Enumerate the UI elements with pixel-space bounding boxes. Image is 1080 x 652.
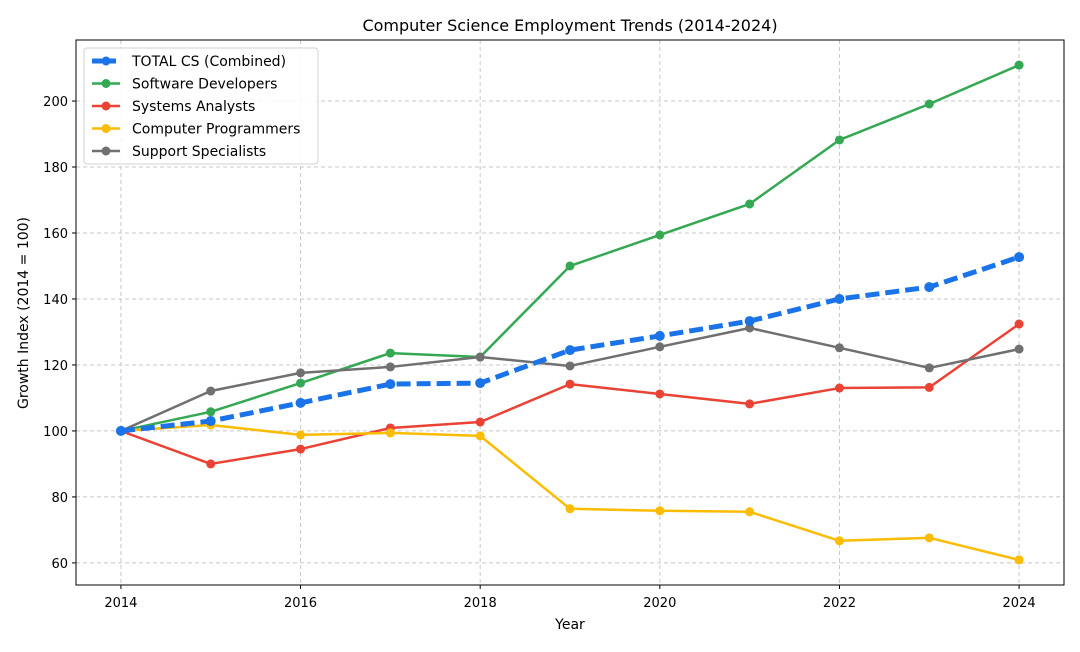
data-point [654, 330, 665, 341]
data-point [475, 431, 485, 441]
legend-marker [101, 146, 111, 156]
data-point [745, 399, 755, 409]
data-point [385, 362, 395, 372]
data-point [655, 342, 665, 352]
data-point [296, 430, 306, 440]
data-point [205, 416, 216, 427]
legend-label: Support Specialists [132, 144, 266, 160]
data-point [475, 352, 485, 362]
data-point [295, 397, 306, 408]
data-point [206, 407, 216, 417]
legend-marker [101, 56, 111, 66]
series-computer-programmers [116, 420, 1024, 565]
data-point [565, 379, 575, 389]
data-point [924, 533, 934, 543]
data-point [296, 444, 306, 454]
legend-item: Systems Analysts [92, 99, 255, 115]
data-point [744, 316, 755, 327]
data-point [385, 348, 395, 358]
data-point [655, 230, 665, 240]
y-tick-label: 180 [43, 161, 68, 176]
legend-marker [101, 124, 111, 133]
plot-frame [75, 39, 1065, 586]
x-tick-label: 2016 [284, 596, 317, 611]
data-point [385, 428, 395, 438]
data-point [565, 361, 575, 371]
data-point [655, 506, 665, 516]
y-axis-label: Growth Index (2014 = 100) [16, 217, 32, 409]
y-tick-label: 80 [51, 491, 68, 506]
data-point [1014, 344, 1024, 354]
data-point [745, 323, 755, 333]
data-point [1014, 60, 1024, 70]
legend-item: Computer Programmers [92, 122, 300, 138]
series-systems-analysts [116, 319, 1024, 469]
x-tick-label: 2018 [464, 596, 497, 611]
x-tick-label: 2022 [823, 596, 856, 611]
y-tick-label: 120 [43, 359, 68, 374]
y-tick-label: 140 [43, 293, 68, 308]
legend-label: Systems Analysts [132, 99, 255, 115]
axis-ticks: 2014 2016 2018 2020 2022 2024 60 80 100 120 140 160… [43, 95, 1035, 611]
legend-label: Computer Programmers [132, 122, 300, 138]
legend: TOTAL CS (Combined) Software Developers Sy… [83, 47, 319, 165]
data-point [475, 378, 486, 389]
series-total-cs-combined- [115, 252, 1025, 436]
series-group [115, 60, 1025, 565]
data-point [1014, 555, 1024, 565]
x-tick-label: 2014 [104, 596, 137, 611]
series-support-specialists [116, 323, 1024, 436]
data-point [834, 135, 844, 145]
legend-item: Support Specialists [92, 144, 266, 160]
x-tick-label: 2024 [1003, 596, 1036, 611]
data-point [206, 386, 216, 396]
legend-label: TOTAL CS (Combined) [131, 54, 286, 70]
data-point [115, 425, 126, 436]
data-point [385, 379, 396, 390]
data-point [924, 382, 934, 392]
data-point [745, 199, 755, 209]
data-point [924, 363, 934, 373]
data-point [565, 504, 575, 514]
data-point [834, 293, 845, 304]
y-tick-label: 60 [51, 557, 68, 572]
y-tick-label: 100 [43, 425, 68, 440]
y-tick-label: 160 [43, 227, 68, 242]
legend-item: TOTAL CS (Combined) [92, 54, 286, 70]
data-point [924, 282, 935, 293]
data-point [834, 343, 844, 353]
legend-box [83, 47, 319, 165]
data-point [924, 99, 934, 109]
data-point [834, 536, 844, 546]
data-point [565, 345, 575, 356]
data-point [1014, 252, 1025, 263]
data-point [475, 417, 485, 427]
data-point [296, 378, 306, 388]
data-point [565, 261, 575, 271]
data-point [296, 368, 306, 378]
x-axis-label: Year [554, 617, 585, 633]
legend-marker [101, 79, 111, 88]
series-line [120, 323, 1020, 466]
chart-title: Computer Science Employment Trends (2014… [362, 16, 777, 35]
series-line [120, 423, 1020, 562]
x-tick-label: 2020 [643, 596, 676, 611]
series-line [120, 254, 1020, 434]
y-tick-label: 200 [43, 95, 68, 110]
series-line [120, 326, 1020, 433]
data-point [834, 383, 844, 393]
legend-label: Software Developers [132, 77, 277, 93]
legend-item: Software Developers [92, 77, 277, 93]
legend-marker [101, 101, 111, 111]
data-point [206, 459, 216, 469]
data-point [1014, 319, 1024, 329]
data-point [655, 389, 665, 399]
data-point [745, 507, 755, 517]
